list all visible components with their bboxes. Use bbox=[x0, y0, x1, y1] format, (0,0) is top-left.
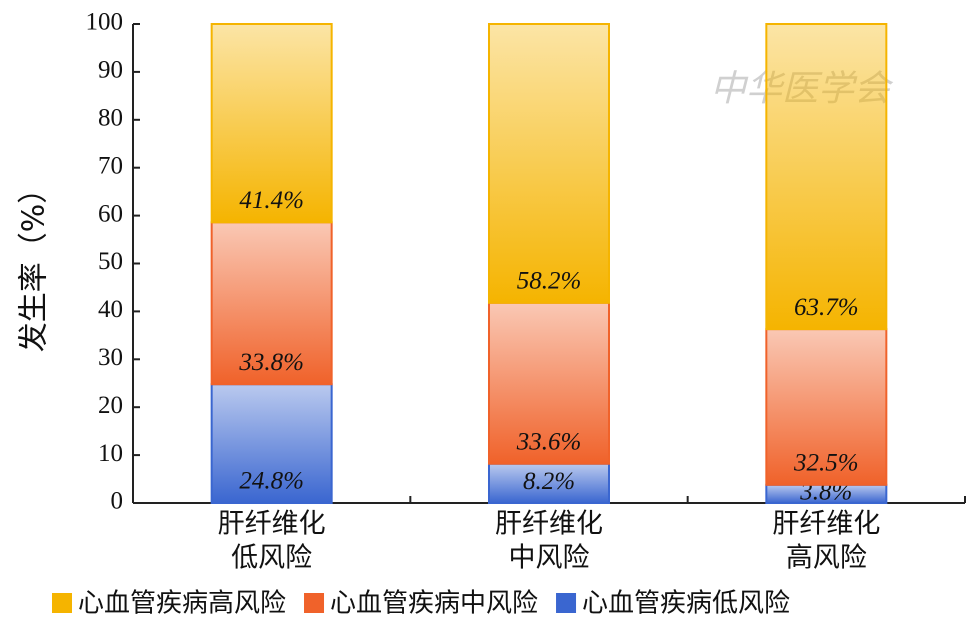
y-tick-label: 20 bbox=[98, 392, 123, 419]
x-tick-label: 中风险 bbox=[509, 543, 590, 574]
bar-segment bbox=[488, 301, 610, 465]
legend-label: 心血管疾病低风险 bbox=[582, 589, 790, 619]
legend-swatch bbox=[304, 593, 325, 613]
bar-segment bbox=[210, 23, 333, 224]
y-tick-label: 10 bbox=[98, 440, 123, 467]
y-tick-label: 60 bbox=[98, 200, 123, 227]
legend-label: 心血管疾病高风险 bbox=[78, 589, 286, 619]
bar-segment bbox=[488, 23, 610, 304]
value-label: 33.6% bbox=[516, 428, 582, 455]
value-label: 24.8% bbox=[239, 468, 304, 495]
legend-label: 心血管疾病中风险 bbox=[330, 589, 538, 619]
value-label: 63.7% bbox=[794, 294, 859, 321]
value-label: 33.8% bbox=[238, 349, 304, 376]
y-tick-label: 100 bbox=[86, 9, 124, 36]
x-tick-label: 低风险 bbox=[231, 543, 312, 574]
legend-swatch bbox=[52, 593, 72, 613]
y-tick-label: 40 bbox=[98, 296, 123, 323]
value-label: 58.2% bbox=[517, 268, 582, 295]
y-tick-label: 0 bbox=[111, 488, 124, 515]
x-tick-label: 肝纤维化 bbox=[218, 509, 326, 540]
y-tick-label: 50 bbox=[98, 248, 123, 275]
x-tick-label: 肝纤维化 bbox=[772, 509, 880, 540]
x-tick-label: 肝纤维化 bbox=[495, 509, 603, 540]
y-axis-label: 发生率（%） bbox=[17, 174, 52, 353]
bar-segment bbox=[210, 221, 333, 386]
y-tick-label: 70 bbox=[98, 152, 123, 179]
value-label: 32.5% bbox=[793, 450, 859, 477]
y-tick-label: 80 bbox=[98, 105, 123, 132]
y-tick-label: 90 bbox=[98, 57, 123, 84]
x-tick-label: 高风险 bbox=[786, 543, 867, 574]
bar-segment bbox=[765, 23, 888, 331]
value-label: 8.2% bbox=[523, 468, 575, 495]
y-tick-label: 30 bbox=[98, 344, 123, 371]
value-label: 41.4% bbox=[239, 187, 304, 214]
legend-swatch bbox=[556, 593, 577, 613]
bar-segment bbox=[210, 383, 333, 505]
